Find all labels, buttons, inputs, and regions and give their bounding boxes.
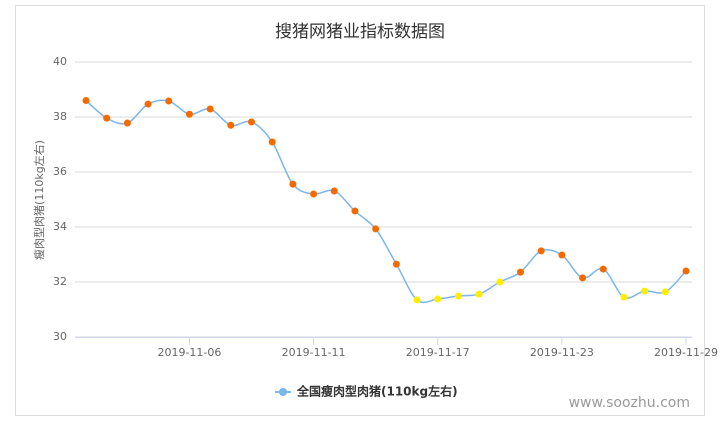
data-point (289, 180, 297, 188)
data-point (579, 274, 587, 282)
x-tick-label: 2019-11-23 (530, 346, 594, 359)
data-point (372, 225, 380, 233)
data-point (310, 190, 318, 198)
x-tick-label: 2019-11-06 (157, 346, 221, 359)
y-tick-label: 36 (53, 165, 67, 178)
data-point (227, 121, 235, 129)
data-point (144, 100, 152, 108)
data-point (434, 295, 442, 303)
legend-marker (279, 388, 287, 396)
data-point (537, 247, 545, 255)
x-tick-label: 2019-11-17 (406, 346, 470, 359)
data-point (558, 251, 566, 259)
y-tick-label: 32 (53, 275, 67, 288)
data-point (330, 187, 338, 195)
data-point (682, 267, 690, 275)
data-point (641, 287, 649, 295)
data-point (248, 118, 256, 126)
data-point (516, 268, 524, 276)
data-point (206, 105, 214, 113)
data-point (454, 292, 462, 300)
y-tick-label: 38 (53, 110, 67, 123)
data-point (413, 296, 421, 304)
data-point (165, 97, 173, 105)
data-point (82, 97, 90, 104)
y-axis-label: 瘦肉型肉猪(110kg左右) (32, 140, 46, 260)
data-point (496, 278, 504, 286)
data-point (475, 290, 483, 298)
data-point (268, 138, 276, 146)
data-point (123, 119, 131, 127)
x-tick-label: 2019-11-29 (654, 346, 718, 359)
data-point (103, 114, 111, 122)
x-tick-label: 2019-11-11 (282, 346, 346, 359)
y-tick-label: 30 (53, 330, 67, 343)
data-point (620, 293, 628, 301)
watermark: www.soozhu.com (569, 395, 690, 411)
data-point (661, 288, 669, 296)
legend-label: 全国瘦肉型肉猪(110kg左右) (296, 384, 458, 399)
frame (15, 5, 705, 416)
data-point (392, 260, 400, 268)
data-point (599, 265, 607, 273)
data-point (351, 207, 359, 215)
chart-title: 搜猪网猪业指标数据图 (275, 22, 445, 42)
y-tick-label: 40 (53, 55, 67, 68)
data-point (185, 110, 193, 118)
y-tick-label: 34 (53, 220, 67, 233)
